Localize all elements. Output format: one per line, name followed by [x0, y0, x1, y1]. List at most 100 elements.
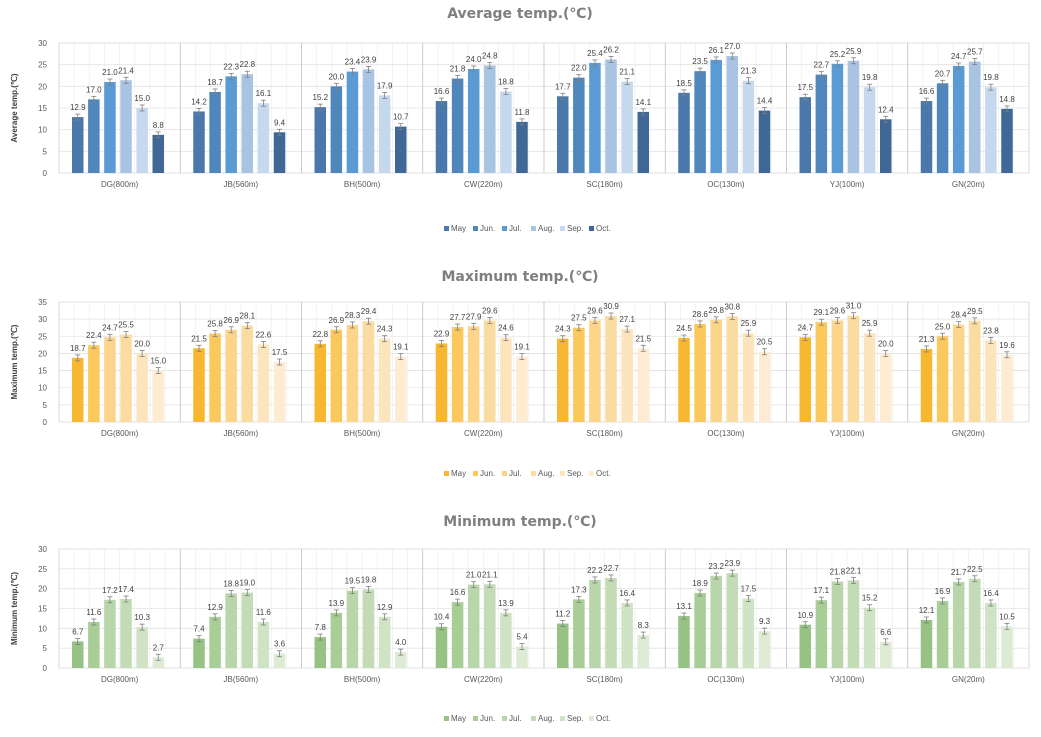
bar: [314, 637, 326, 668]
data-label: 3.6: [274, 640, 286, 649]
data-label: 22.0: [571, 64, 587, 73]
data-label: 22.8: [312, 330, 328, 339]
y-tick-label: 10: [38, 624, 47, 633]
bar: [831, 63, 844, 173]
data-label: 29.4: [361, 307, 377, 316]
data-label: 7.8: [315, 623, 327, 632]
data-label: 19.0: [240, 579, 256, 588]
bar: [589, 579, 601, 668]
legend-swatch: [473, 226, 478, 231]
bar: [847, 580, 860, 668]
data-label: 2.7: [153, 643, 165, 652]
legend-swatch: [531, 716, 536, 721]
y-tick-label: 30: [38, 545, 47, 554]
data-label: 21.8: [450, 65, 466, 74]
bar: [104, 599, 116, 668]
y-tick-label: 0: [43, 169, 48, 178]
data-label: 17.9: [377, 81, 393, 90]
data-label: 17.5: [272, 348, 288, 357]
data-label: 20.0: [878, 339, 894, 348]
bar: [225, 593, 237, 668]
bar: [241, 592, 254, 668]
x-category-label: BH(500m): [344, 675, 381, 684]
bar: [758, 631, 771, 668]
data-label: 21.5: [191, 334, 207, 343]
data-label: 19.1: [514, 343, 530, 352]
data-label: 20.5: [757, 338, 773, 347]
data-label: 18.9: [692, 579, 708, 588]
bar: [193, 638, 205, 668]
data-label: 17.0: [86, 85, 102, 94]
data-label: 22.6: [256, 331, 272, 340]
data-label: 8.3: [638, 621, 650, 630]
data-label: 18.5: [676, 79, 692, 88]
data-label: 17.3: [571, 585, 587, 594]
data-label: 25.8: [207, 320, 223, 329]
bar: [936, 336, 949, 422]
data-label: 12.9: [377, 603, 393, 612]
legend-label: Jun.: [480, 224, 495, 233]
y-tick-label: 15: [38, 605, 47, 614]
bar: [880, 119, 892, 173]
data-label: 19.1: [393, 343, 409, 352]
bar: [484, 320, 496, 422]
data-label: 20.0: [329, 72, 345, 81]
data-label: 21.7: [951, 568, 967, 577]
data-label: 21.3: [919, 335, 935, 344]
bar: [346, 590, 359, 668]
y-tick-label: 30: [38, 39, 47, 48]
data-label: 7.4: [193, 625, 205, 634]
y-tick-label: 25: [38, 61, 47, 70]
bar: [678, 92, 690, 173]
legend-label: Sep.: [567, 224, 583, 233]
data-label: 15.2: [862, 594, 878, 603]
y-tick-label: 15: [38, 367, 47, 376]
y-tick-label: 15: [38, 104, 47, 113]
bar: [799, 624, 811, 668]
y-tick-label: 0: [43, 664, 48, 673]
data-label: 24.7: [951, 52, 967, 61]
data-label: 22.4: [86, 331, 102, 340]
data-label: 19.8: [983, 73, 999, 82]
bar: [1001, 108, 1013, 173]
x-category-label: CW(220m): [464, 675, 503, 684]
y-tick-label: 10: [38, 384, 47, 393]
data-label: 21.4: [118, 66, 134, 75]
data-label: 10.7: [393, 113, 409, 122]
data-label: 17.5: [741, 585, 757, 594]
data-label: 21.8: [830, 568, 846, 577]
x-category-label: SC(180m): [586, 180, 623, 189]
bar: [726, 56, 739, 173]
legend-swatch: [531, 226, 536, 231]
data-label: 16.1: [256, 89, 272, 98]
y-axis-label: Maximum temp.(℃): [10, 324, 19, 399]
chart-panel-0: Average temp.(℃) 0 5 10 15 20 25 30 Average temp…: [10, 6, 1030, 233]
bar: [710, 59, 722, 173]
x-category-label: SC(180m): [586, 675, 623, 684]
legend-swatch: [560, 471, 565, 476]
data-label: 17.4: [118, 585, 134, 594]
bar: [880, 641, 892, 668]
legend-label: Aug.: [538, 469, 554, 478]
x-category-label: BH(500m): [344, 429, 381, 438]
bar: [605, 316, 617, 422]
data-label: 13.9: [498, 599, 514, 608]
data-label: 20.0: [134, 339, 150, 348]
data-label: 26.1: [708, 46, 724, 55]
x-category-label: DG(800m): [101, 180, 139, 189]
data-label: 22.8: [240, 60, 256, 69]
data-label: 21.1: [619, 68, 635, 77]
data-label: 11.8: [515, 108, 531, 117]
bar: [557, 623, 569, 668]
bar: [120, 80, 132, 173]
data-label: 23.5: [692, 57, 708, 66]
bar: [152, 657, 164, 668]
bar: [637, 348, 649, 422]
bar: [435, 343, 448, 422]
data-label: 22.5: [967, 565, 983, 574]
bar: [516, 121, 528, 173]
legend-swatch: [444, 226, 449, 231]
bar: [72, 117, 84, 173]
bar: [88, 345, 100, 422]
